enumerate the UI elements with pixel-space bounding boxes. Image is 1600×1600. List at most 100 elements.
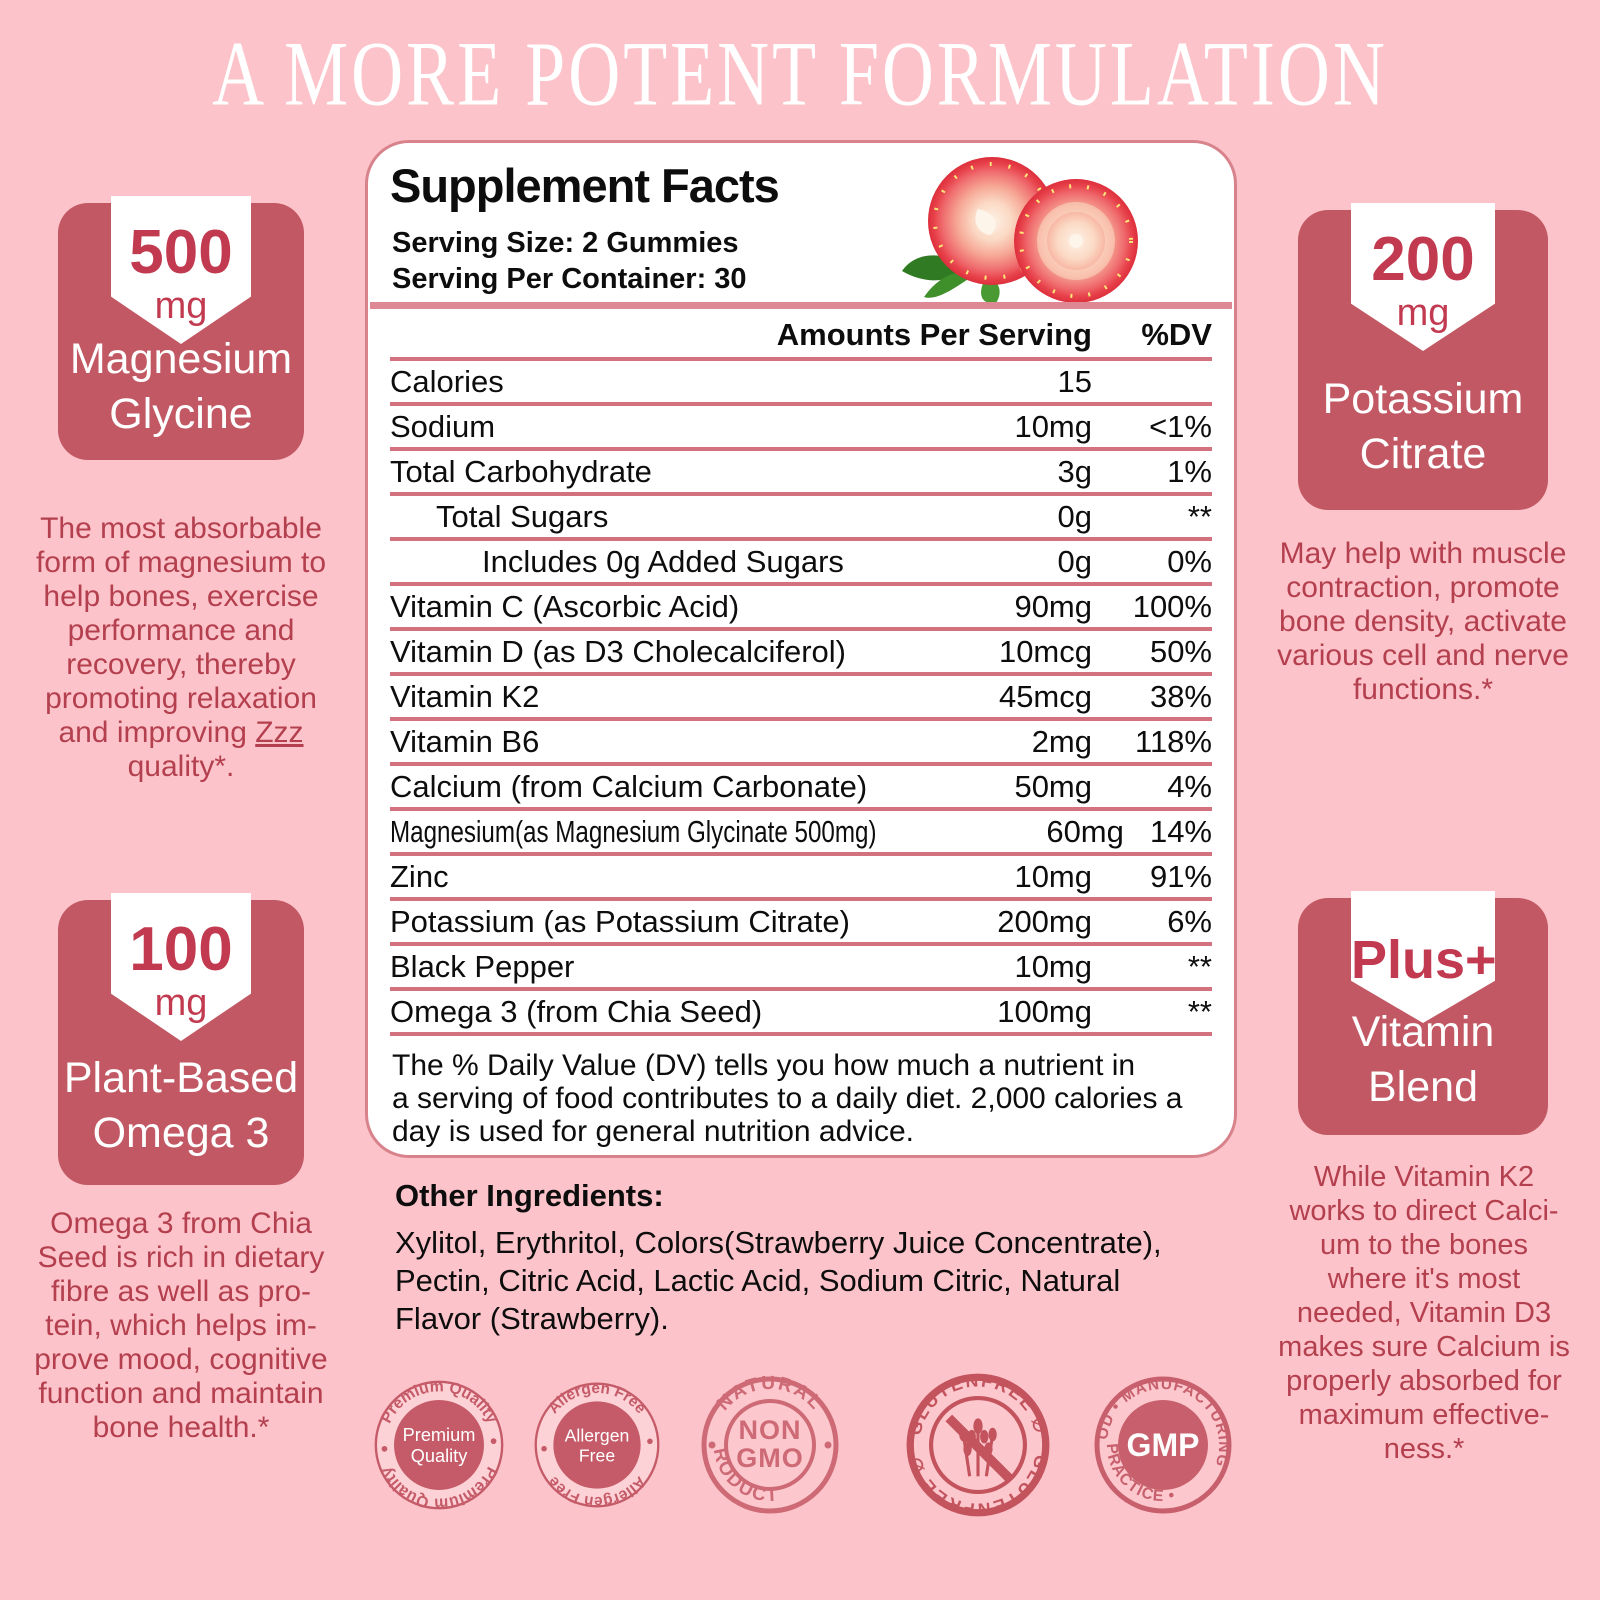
- nutrient-amount: 100mg: [997, 993, 1092, 1029]
- badge-unit: mg: [154, 285, 208, 327]
- ribbon-magnesium: 500 mg: [111, 196, 251, 344]
- other-ingredients-text: Xylitol, Erythritol, Colors(Strawberry J…: [395, 1225, 1162, 1336]
- non-gmo-seal: NATURAL PRODUCT NON GMO: [700, 1375, 839, 1514]
- nutrient-name: Potassium (as Potassium Citrate): [390, 903, 850, 939]
- nutrient-amount: 10mg: [1014, 858, 1092, 894]
- nutrient-name: Calories: [390, 363, 504, 399]
- table-row: Potassium (as Potassium Citrate) 200mg 6…: [390, 901, 1212, 946]
- facts-rows: Calories 15 Sodium 10mg <1% Total Carboh…: [390, 361, 1212, 1036]
- facts-heading: Supplement Facts: [390, 159, 780, 212]
- gmp-seal: GOOD • MANUFACTURING • PRACTICE • GMP: [1093, 1375, 1232, 1514]
- svg-text:Free: Free: [579, 1446, 615, 1466]
- nutrient-dv: 118%: [1135, 723, 1212, 759]
- table-row: Calcium (from Calcium Carbonate) 50mg 4%: [390, 766, 1212, 811]
- table-row: Vitamin C (Ascorbic Acid) 90mg 100%: [390, 586, 1212, 631]
- nutrient-amount: 90mg: [1014, 588, 1092, 624]
- nutrient-amount: 10mcg: [998, 633, 1092, 669]
- nutrient-amount: 0g: [1057, 498, 1092, 534]
- nutrient-amount: 50mg: [1014, 768, 1092, 804]
- badge-label: Potassium Citrate: [1322, 375, 1524, 478]
- table-row: Omega 3 (from Chia Seed) 100mg **: [390, 991, 1212, 1036]
- nutrient-name: Zinc: [390, 858, 449, 894]
- table-row: Total Carbohydrate 3g 1%: [390, 451, 1212, 496]
- nutrient-amount: 15: [1057, 363, 1092, 399]
- table-row: Zinc 10mg 91%: [390, 856, 1212, 901]
- nutrient-name: Sodium: [390, 408, 496, 444]
- desc-magnesium: The most absorbable form of magnesium to…: [35, 512, 327, 783]
- nutrient-amount: 2mg: [1031, 723, 1092, 759]
- supplement-facts-panel: Supplement Facts Serving Size: 2 Gummies…: [365, 140, 1237, 1158]
- table-row: Total Sugars 0g **: [390, 496, 1212, 541]
- gluten-free-seal: GLUTENFREE ∅ GLUTENFREE ∅: [905, 1372, 1050, 1518]
- nutrient-dv: 4%: [1167, 768, 1212, 804]
- serving-per-container: Serving Per Container: 30: [392, 263, 747, 295]
- badge-value: 200: [1371, 225, 1475, 294]
- nutrient-name: Vitamin D (as D3 Cholecalciferol): [390, 633, 846, 669]
- desc-omega3: Omega 3 from Chia Seed is rich in dietar…: [34, 1207, 328, 1444]
- nutrient-dv: 1%: [1167, 453, 1212, 489]
- svg-text:Allergen: Allergen: [565, 1425, 630, 1445]
- table-row: Sodium 10mg <1%: [390, 406, 1212, 451]
- nutrient-dv: 14%: [1149, 813, 1212, 849]
- ribbon-vitamin-blend: Plus+: [1351, 891, 1495, 1023]
- nutrient-amount: 200mg: [997, 903, 1092, 939]
- dv-column-header: %DV: [1141, 317, 1212, 352]
- nutrient-name: Omega 3 (from Chia Seed): [390, 993, 763, 1029]
- header-divider: [370, 302, 1232, 309]
- desc-vitamin-blend: While Vitamin K2 works to direct Calci- …: [1278, 1161, 1570, 1465]
- nutrient-name: Total Sugars: [436, 498, 609, 534]
- nutrient-dv: 50%: [1149, 633, 1212, 669]
- badge-unit: mg: [1396, 292, 1450, 334]
- dv-footnote: The % Daily Value (DV) tells you how muc…: [392, 1049, 1183, 1148]
- nutrient-amount: 3g: [1057, 453, 1092, 489]
- ribbon-potassium: 200 mg: [1351, 203, 1495, 351]
- nutrient-dv: 91%: [1149, 858, 1212, 894]
- nutrient-name: Black Pepper: [390, 948, 575, 984]
- nutrient-amount: 10mg: [1014, 948, 1092, 984]
- nutrient-dv: <1%: [1149, 408, 1212, 444]
- premium-quality-seal: Premium Quality Premium Quality Premium …: [374, 1378, 504, 1512]
- wheat-crossed-icon: [945, 1414, 1013, 1482]
- badge-value: Plus+: [1351, 930, 1497, 990]
- badge-potassium: 200 mg Potassium Citrate: [1298, 203, 1548, 510]
- nutrient-name: Vitamin K2: [390, 678, 540, 714]
- badge-value: 500: [129, 218, 233, 287]
- table-row: Vitamin B6 2mg 118%: [390, 721, 1212, 766]
- badge-value: 100: [129, 915, 233, 984]
- table-row: Vitamin K2 45mcg 38%: [390, 676, 1212, 721]
- badge-label: Plant-Based Omega 3: [63, 1054, 299, 1157]
- nutrient-amount: 45mcg: [998, 678, 1092, 714]
- svg-text:NON: NON: [739, 1415, 802, 1445]
- nutrient-name: Calcium (from Calcium Carbonate): [390, 768, 868, 804]
- table-row: Magnesium(as Magnesium Glycinate 500mg) …: [390, 811, 1212, 856]
- nutrient-amount: 60mg: [1046, 813, 1124, 849]
- svg-text:Premium: Premium: [403, 1425, 476, 1445]
- table-row: Calories 15: [390, 361, 1212, 406]
- nutrient-dv: **: [1187, 993, 1212, 1029]
- nutrient-dv: 6%: [1167, 903, 1212, 939]
- badge-label: Vitamin Blend: [1351, 1008, 1495, 1111]
- table-row: Black Pepper 10mg **: [390, 946, 1212, 991]
- svg-text:GMP: GMP: [1127, 1427, 1200, 1463]
- nutrient-amount: 10mg: [1014, 408, 1092, 444]
- badge-vitamin-blend: Plus+ Vitamin Blend: [1298, 891, 1548, 1135]
- amounts-column-header: Amounts Per Serving: [776, 317, 1092, 352]
- badge-magnesium: 500 mg Magnesium Glycine: [58, 196, 304, 460]
- allergen-free-seal: Allergen Free Allergen Free Allergen Fre…: [534, 1380, 660, 1510]
- ribbon-omega3: 100 mg: [111, 893, 251, 1041]
- table-row: Vitamin D (as D3 Cholecalciferol) 10mcg …: [390, 631, 1212, 676]
- nutrient-name: Magnesium(as Magnesium Glycinate 500mg): [390, 813, 877, 849]
- desc-potassium: May help with muscle contraction, promot…: [1277, 537, 1569, 706]
- nutrient-name: Includes 0g Added Sugars: [482, 543, 844, 579]
- badge-unit: mg: [154, 982, 208, 1024]
- badge-label: Magnesium Glycine: [69, 335, 293, 438]
- svg-text:Quality: Quality: [411, 1446, 468, 1466]
- nutrient-dv: 38%: [1149, 678, 1212, 714]
- table-header: Amounts Per Serving %DV: [390, 313, 1212, 361]
- svg-text:GMO: GMO: [736, 1443, 804, 1473]
- nutrient-dv: 0%: [1167, 543, 1212, 579]
- page-title: A MORE POTENT FORMULATION: [212, 22, 1388, 125]
- nutrient-dv: 100%: [1132, 588, 1212, 624]
- other-ingredients-heading: Other Ingredients:: [395, 1178, 664, 1213]
